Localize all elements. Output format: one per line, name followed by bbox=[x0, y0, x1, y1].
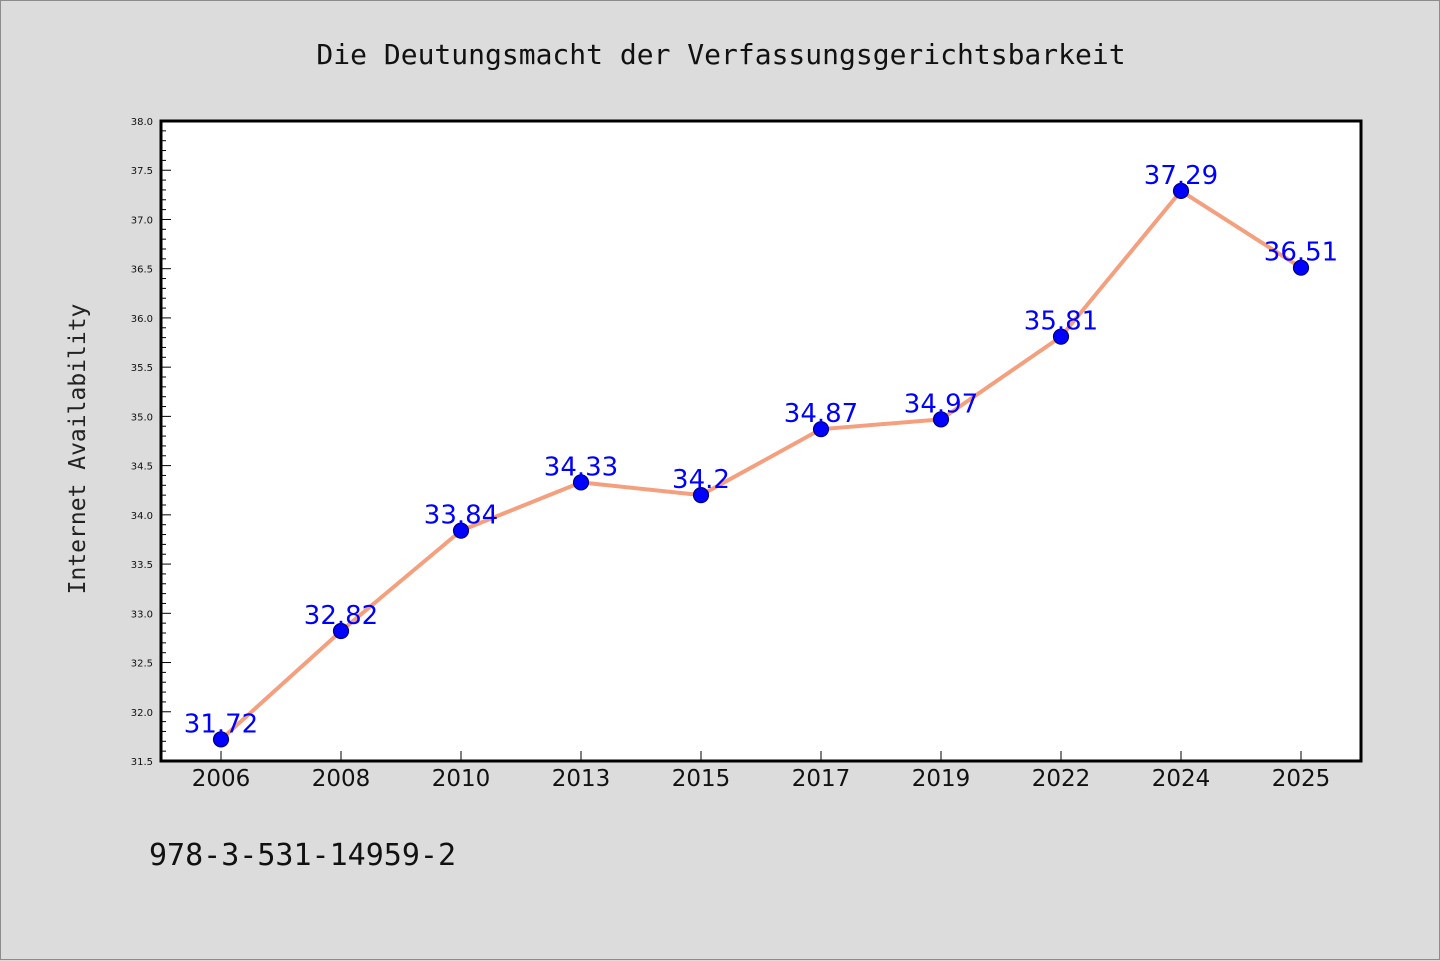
isbn-footer: 978-3-531-14959-2 bbox=[149, 838, 456, 873]
data-markers bbox=[212, 182, 1310, 748]
y-tick-label: 37.0 bbox=[131, 215, 153, 226]
y-tick-label: 32.0 bbox=[131, 708, 153, 719]
x-axis: 2006 2008 2010 2013 2015 2017 2019 2022 2024 2025 bbox=[192, 751, 1331, 792]
data-point bbox=[812, 421, 830, 438]
x-tick-label: 2025 bbox=[1272, 766, 1331, 792]
x-tick-label: 2022 bbox=[1032, 766, 1091, 792]
data-value-label: 37.29 bbox=[1144, 161, 1218, 191]
y-tick-label: 31.5 bbox=[131, 757, 153, 768]
plot-border bbox=[159, 119, 1363, 763]
data-point bbox=[1292, 259, 1310, 276]
y-axis: 31.5 32.0 32.5 33.0 33.5 34.0 34.5 35.0 35.5 36.0… bbox=[131, 117, 171, 768]
x-tick-label: 2017 bbox=[792, 766, 851, 792]
y-tick-label: 38.0 bbox=[131, 117, 153, 128]
data-point bbox=[692, 487, 710, 504]
chart-title: Die Deutungsmacht der Verfassungsgericht… bbox=[316, 38, 1125, 71]
plot-area bbox=[161, 121, 1361, 761]
y-tick-label: 36.0 bbox=[131, 314, 153, 325]
x-tick-label: 2015 bbox=[672, 766, 731, 792]
y-tick-label: 33.5 bbox=[131, 560, 153, 571]
data-value-label: 35.81 bbox=[1024, 307, 1098, 337]
y-tick-label: 34.5 bbox=[131, 462, 153, 473]
y-tick-label: 35.5 bbox=[131, 363, 153, 374]
y-axis-label: Internet Availability bbox=[65, 304, 91, 595]
data-value-label: 34.87 bbox=[784, 399, 858, 429]
data-value-label: 31.72 bbox=[184, 709, 258, 739]
x-tick-label: 2006 bbox=[192, 766, 251, 792]
y-tick-label: 32.5 bbox=[131, 659, 153, 670]
x-tick-label: 2024 bbox=[1152, 766, 1211, 792]
y-tick-label: 36.5 bbox=[131, 265, 153, 276]
data-labels: 31.72 32.82 33.84 34.33 34.2 34.87 34.97 35.81 3… bbox=[184, 161, 1338, 739]
data-point bbox=[1172, 182, 1190, 200]
data-value-label: 34.2 bbox=[672, 465, 730, 495]
data-point bbox=[1052, 328, 1070, 345]
data-value-label: 34.97 bbox=[904, 389, 978, 419]
data-point bbox=[932, 411, 950, 428]
y-tick-label: 37.5 bbox=[131, 166, 153, 177]
data-value-label: 33.84 bbox=[424, 501, 498, 531]
y-tick-label: 35.0 bbox=[131, 412, 153, 423]
data-value-label: 32.82 bbox=[304, 601, 378, 631]
data-value-label: 36.51 bbox=[1264, 238, 1338, 268]
data-point bbox=[572, 474, 590, 491]
data-point bbox=[212, 731, 230, 748]
y-tick-label: 33.0 bbox=[131, 609, 153, 620]
y-tick-label: 34.0 bbox=[131, 511, 153, 522]
x-tick-label: 2019 bbox=[912, 766, 971, 792]
data-point bbox=[332, 622, 350, 640]
data-value-label: 34.33 bbox=[544, 452, 618, 482]
x-tick-label: 2008 bbox=[312, 766, 371, 792]
series-line bbox=[219, 188, 1303, 742]
x-tick-label: 2013 bbox=[552, 766, 611, 792]
x-tick-label: 2010 bbox=[432, 766, 491, 792]
data-point bbox=[452, 522, 470, 539]
